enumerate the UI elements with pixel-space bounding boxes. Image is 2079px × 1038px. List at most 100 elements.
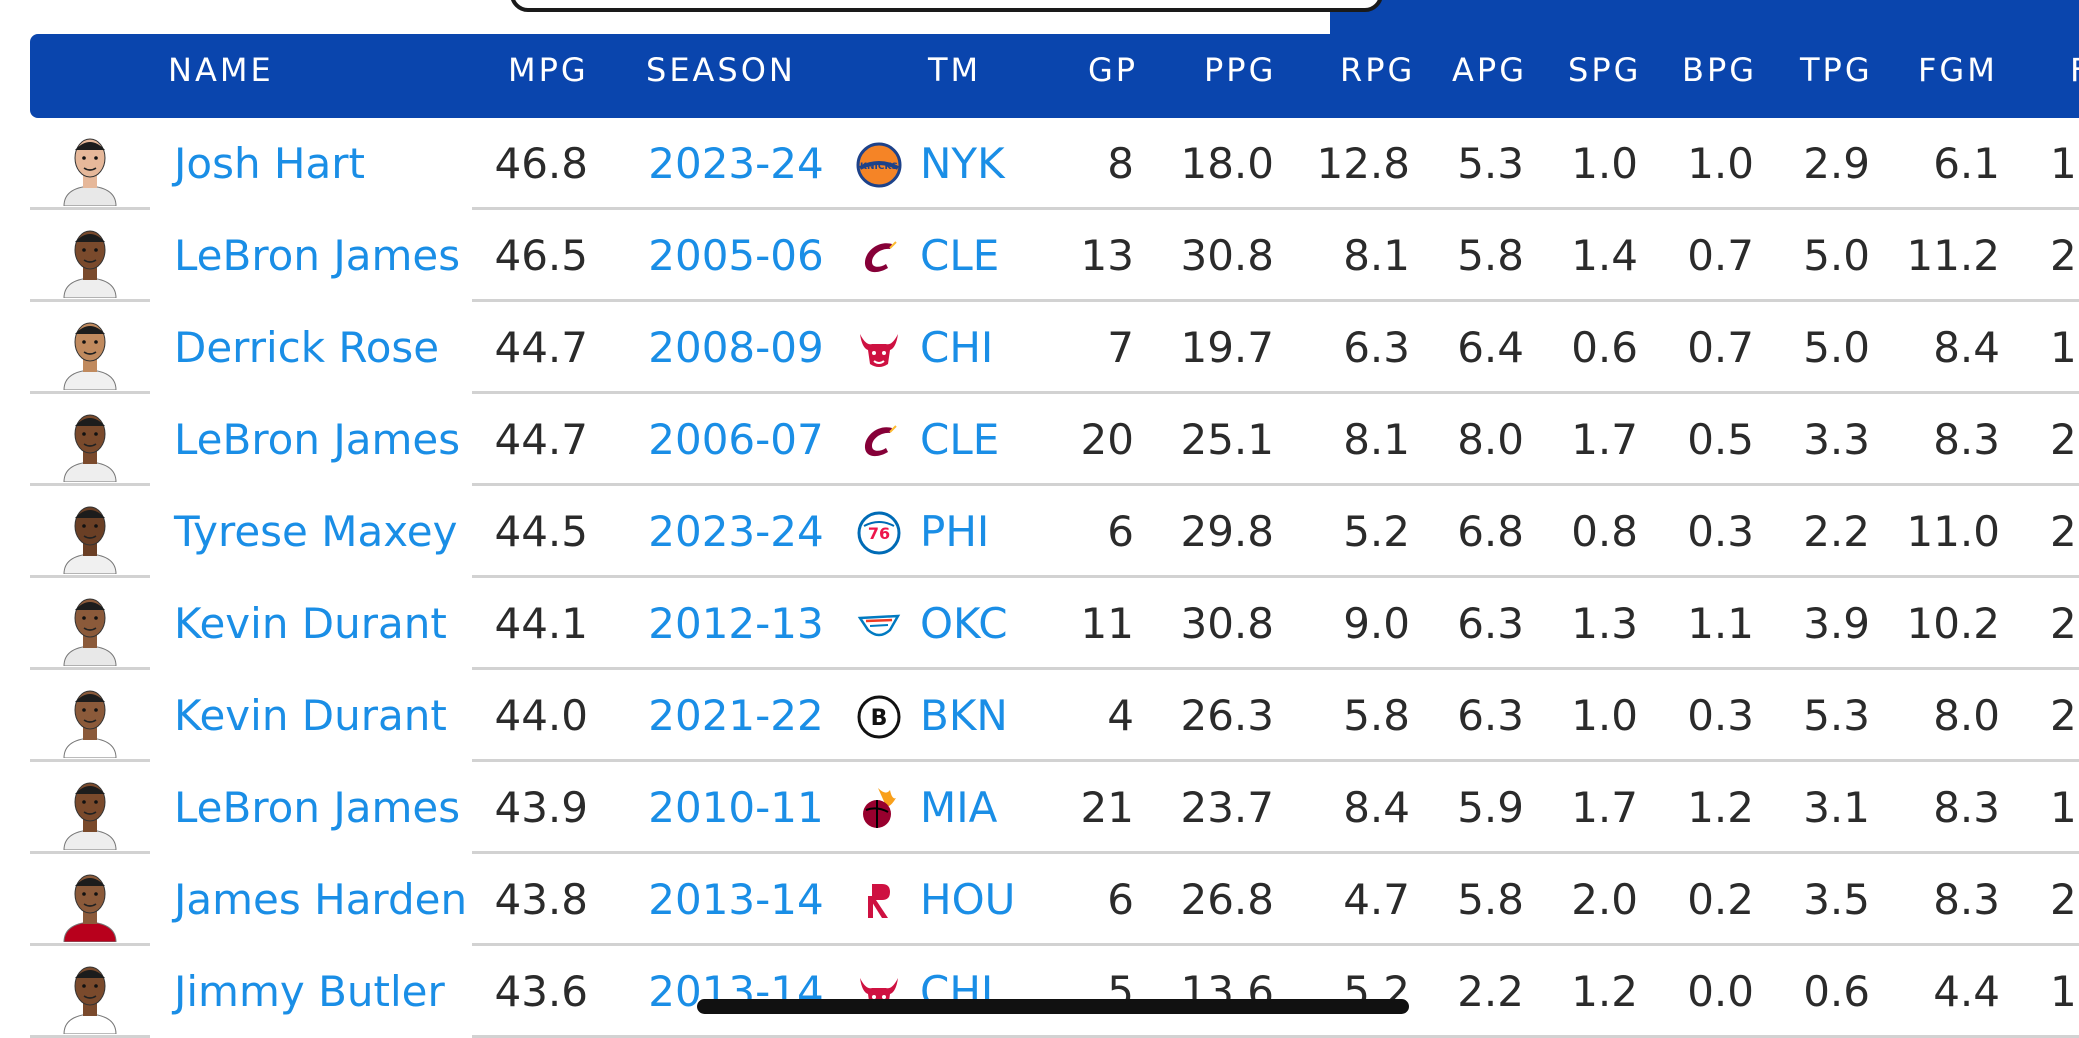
player-name-link[interactable]: Kevin Durant — [174, 599, 447, 648]
player-name-link[interactable]: Tyrese Maxey — [174, 507, 458, 556]
player-name-link[interactable]: Kevin Durant — [174, 691, 447, 740]
column-header-gp[interactable]: GP — [1088, 51, 1139, 89]
team-link[interactable]: NYK — [920, 139, 1005, 188]
row-divider — [30, 943, 150, 946]
table-row[interactable]: LeBron James 46.5 2005-06 CLE 13 30.8 8.1 5.8 1.… — [0, 210, 2079, 302]
stat-apg: 5.8 — [1457, 875, 1524, 924]
stat-fgm: 11.0 — [1906, 507, 2000, 556]
season-link[interactable]: 2006-07 — [648, 415, 824, 464]
column-header-tm[interactable]: TM — [928, 51, 982, 89]
player-name-link[interactable]: LeBron James — [174, 783, 461, 832]
table-row[interactable]: Kevin Durant 44.1 2012-13 OKC 11 30.8 9.0 6.3 1.… — [0, 578, 2079, 670]
season-link[interactable]: 2013-14 — [648, 967, 824, 1016]
row-divider — [472, 851, 2079, 854]
column-header-apg[interactable]: APG — [1452, 51, 1527, 89]
stat-mpg: 43.8 — [494, 875, 588, 924]
player-avatar[interactable] — [58, 130, 122, 207]
stat-gp: 13 — [1080, 231, 1134, 280]
stat-rpg: 8.1 — [1343, 415, 1410, 464]
stat-fgm: 6.1 — [1933, 139, 2000, 188]
stat-next: 2 — [2050, 875, 2077, 924]
player-avatar[interactable] — [58, 958, 122, 1035]
season-link[interactable]: 2023-24 — [648, 139, 824, 188]
column-header-ppg[interactable]: PPG — [1204, 51, 1277, 89]
table-row[interactable]: Jimmy Butler 43.6 2013-14 CHI 5 13.6 5.2 2.2 1.2… — [0, 946, 2079, 1038]
table-row[interactable]: Derrick Rose 44.7 2008-09 CHI 7 19.7 6.3 6.4 0.6… — [0, 302, 2079, 394]
stat-apg: 8.0 — [1457, 415, 1524, 464]
thunder-logo-icon — [856, 602, 902, 648]
table-row[interactable]: James Harden 43.8 2013-14 HOU 6 26.8 4.7 5.8 2.0… — [0, 854, 2079, 946]
player-avatar[interactable] — [58, 406, 122, 483]
column-header-bpg[interactable]: BPG — [1682, 51, 1758, 89]
season-link[interactable]: 2021-22 — [648, 691, 824, 740]
stat-tpg: 3.3 — [1803, 415, 1870, 464]
season-link[interactable]: 2008-09 — [648, 323, 824, 372]
season-link[interactable]: 2012-13 — [648, 599, 824, 648]
team-link[interactable]: CLE — [920, 231, 1000, 280]
player-avatar[interactable] — [58, 498, 122, 575]
stat-apg: 2.2 — [1457, 967, 1524, 1016]
player-avatar[interactable] — [58, 590, 122, 667]
column-header-tpg[interactable]: TPG — [1800, 51, 1873, 89]
stat-bpg: 0.2 — [1687, 875, 1754, 924]
team-link[interactable]: CLE — [920, 415, 1000, 464]
stat-fgm: 8.3 — [1933, 875, 2000, 924]
team-link[interactable]: CHI — [920, 967, 994, 1016]
row-divider — [472, 483, 2079, 486]
team-link[interactable]: BKN — [920, 691, 1008, 740]
column-header-mpg[interactable]: MPG — [508, 51, 589, 89]
cavaliers-logo-icon — [856, 418, 902, 464]
player-name-link[interactable]: LeBron James — [174, 231, 461, 280]
player-name-link[interactable]: Derrick Rose — [174, 323, 440, 372]
column-header-next[interactable]: F — [2070, 34, 2079, 118]
stat-fgm: 4.4 — [1933, 967, 2000, 1016]
stat-apg: 5.8 — [1457, 231, 1524, 280]
stat-spg: 1.4 — [1571, 231, 1638, 280]
row-divider — [30, 759, 150, 762]
team-link[interactable]: OKC — [920, 599, 1008, 648]
stat-next: 2 — [2050, 231, 2077, 280]
nets-logo-icon: B — [856, 694, 902, 740]
season-link[interactable]: 2005-06 — [648, 231, 824, 280]
row-divider — [30, 575, 150, 578]
stat-bpg: 0.0 — [1687, 967, 1754, 1016]
team-link[interactable]: PHI — [920, 507, 990, 556]
stat-next: 2 — [2050, 507, 2077, 556]
svg-text:KNICKS: KNICKS — [860, 162, 898, 172]
team-link[interactable]: HOU — [920, 875, 1016, 924]
column-header-fgm[interactable]: FGM — [1918, 51, 1998, 89]
season-link[interactable]: 2010-11 — [648, 783, 824, 832]
row-divider — [472, 943, 2079, 946]
table-row[interactable]: Kevin Durant B 44.0 2021-22 BKN 4 26.3 5.8 6.3 1.… — [0, 670, 2079, 762]
stat-mpg: 43.9 — [494, 783, 588, 832]
player-avatar[interactable] — [58, 866, 122, 943]
column-header-spg[interactable]: SPG — [1568, 51, 1642, 89]
table-row[interactable]: Josh Hart KNICKS 46.8 2023-24 NYK 8 18.0 12.8 5.… — [0, 118, 2079, 210]
row-divider — [472, 207, 2079, 210]
table-row[interactable]: LeBron James 43.9 2010-11 MIA 21 23.7 8.4 5.9 1.… — [0, 762, 2079, 854]
search-bar[interactable] — [510, 0, 1383, 12]
table-row[interactable]: LeBron James 44.7 2006-07 CLE 20 25.1 8.1 8.0 1.… — [0, 394, 2079, 486]
column-header-season[interactable]: SEASON — [646, 51, 796, 89]
column-header-rpg[interactable]: RPG — [1340, 51, 1416, 89]
player-name-link[interactable]: Jimmy Butler — [174, 967, 445, 1016]
column-header-name[interactable]: NAME — [168, 51, 274, 89]
stat-ppg: 30.8 — [1180, 231, 1274, 280]
player-name-link[interactable]: LeBron James — [174, 415, 461, 464]
stat-gp: 6 — [1107, 507, 1134, 556]
player-avatar[interactable] — [58, 682, 122, 759]
team-link[interactable]: MIA — [920, 783, 998, 832]
player-avatar[interactable] — [58, 314, 122, 391]
player-name-link[interactable]: James Harden — [174, 875, 468, 924]
season-link[interactable]: 2023-24 — [648, 507, 824, 556]
player-name-link[interactable]: Josh Hart — [174, 139, 365, 188]
stat-tpg: 2.9 — [1803, 139, 1870, 188]
row-divider — [30, 299, 150, 302]
player-avatar[interactable] — [58, 774, 122, 851]
table-row[interactable]: Tyrese Maxey 76 44.5 2023-24 PHI 6 29.8 5.2 6.8 0… — [0, 486, 2079, 578]
player-avatar[interactable] — [58, 222, 122, 299]
team-link[interactable]: CHI — [920, 323, 994, 372]
home-indicator[interactable] — [697, 999, 1409, 1014]
season-link[interactable]: 2013-14 — [648, 875, 824, 924]
stat-mpg: 44.7 — [494, 415, 588, 464]
